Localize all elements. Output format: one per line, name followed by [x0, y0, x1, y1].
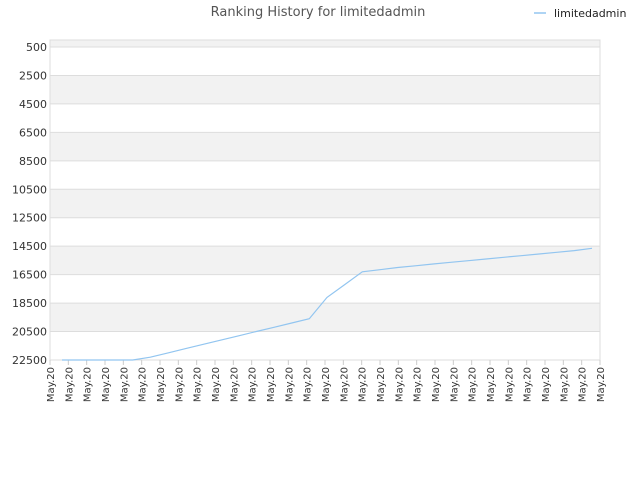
x-tick-label: May.20	[229, 367, 240, 402]
plot-band	[50, 217, 600, 247]
x-tick-label: May.20	[46, 367, 57, 402]
y-tick-label: 4500	[19, 98, 47, 111]
plot-band	[50, 75, 600, 104]
x-tick-label: May.20	[248, 367, 259, 402]
plot-band	[50, 303, 600, 332]
y-tick-label: 12500	[12, 212, 47, 225]
legend: limitedadmin	[534, 7, 626, 20]
plot-band	[50, 103, 600, 133]
plot-bands	[50, 40, 600, 360]
series-line-limitedadmin	[62, 247, 593, 361]
x-tick-label: May.20	[468, 367, 479, 402]
x-tick-label: May.20	[156, 367, 167, 402]
x-tick-label: May.20	[523, 367, 534, 402]
legend-label: limitedadmin	[554, 7, 626, 20]
y-tick-label: 16500	[12, 269, 47, 282]
plot-band	[50, 160, 600, 190]
x-tick-label: May.20	[504, 367, 515, 402]
plot-band	[50, 47, 600, 76]
plot-band	[50, 331, 600, 360]
x-tick-label: May.20	[119, 367, 130, 402]
x-tick-label: May.20	[303, 367, 314, 402]
x-tick-label: May.20	[266, 367, 277, 402]
x-tick-label: May.20	[541, 367, 552, 402]
x-tick-label: May.20	[64, 367, 75, 402]
y-tick-label: 10500	[12, 183, 47, 196]
plot-band	[50, 40, 600, 47]
y-tick-label: 2500	[19, 69, 47, 82]
x-tick-label: May.20	[284, 367, 295, 402]
x-tick-label: May.20	[321, 367, 332, 402]
x-tick-label: May.20	[174, 367, 185, 402]
y-tick-label: 22500	[12, 354, 47, 367]
plot-band	[50, 274, 600, 304]
x-tick-label: May.20	[394, 367, 405, 402]
x-tick-label: May.20	[431, 367, 442, 402]
x-tick-label: May.20	[559, 367, 570, 402]
plot-band	[50, 132, 600, 161]
x-tick-label: May.20	[101, 367, 112, 402]
x-tick-label: May.20	[486, 367, 497, 402]
y-tick-label: 18500	[12, 297, 47, 310]
y-tick-label: 500	[26, 41, 47, 54]
chart-title: Ranking History for limitedadmin	[211, 5, 426, 20]
x-tick-label: May.20	[413, 367, 424, 402]
y-tick-label: 20500	[12, 326, 47, 339]
x-tick-label: May.20	[83, 367, 94, 402]
y-tick-label: 8500	[19, 155, 47, 168]
x-tick-label: May.20	[449, 367, 460, 402]
plot-band	[50, 246, 600, 275]
x-tick-label: May.20	[211, 367, 222, 402]
x-tick-label: May.20	[358, 367, 369, 402]
y-tick-label: 14500	[12, 240, 47, 253]
x-tick-label: May.20	[138, 367, 149, 402]
x-tick-label: May.20	[376, 367, 387, 402]
x-tick-label: May.20	[596, 367, 607, 402]
x-tick-label: May.20	[578, 367, 589, 402]
plot-band	[50, 189, 600, 218]
y-tick-label: 6500	[19, 126, 47, 139]
x-axis-ticks: May.20 May.20 May.20 May.20 May.20 May.20 May.…	[46, 360, 607, 402]
series-lines	[62, 247, 593, 361]
y-axis-ticks: 500 2500 4500 6500 8500 10500 12500 14500 16500 1…	[12, 41, 47, 367]
x-tick-label: May.20	[193, 367, 204, 402]
x-tick-label: May.20	[339, 367, 350, 402]
